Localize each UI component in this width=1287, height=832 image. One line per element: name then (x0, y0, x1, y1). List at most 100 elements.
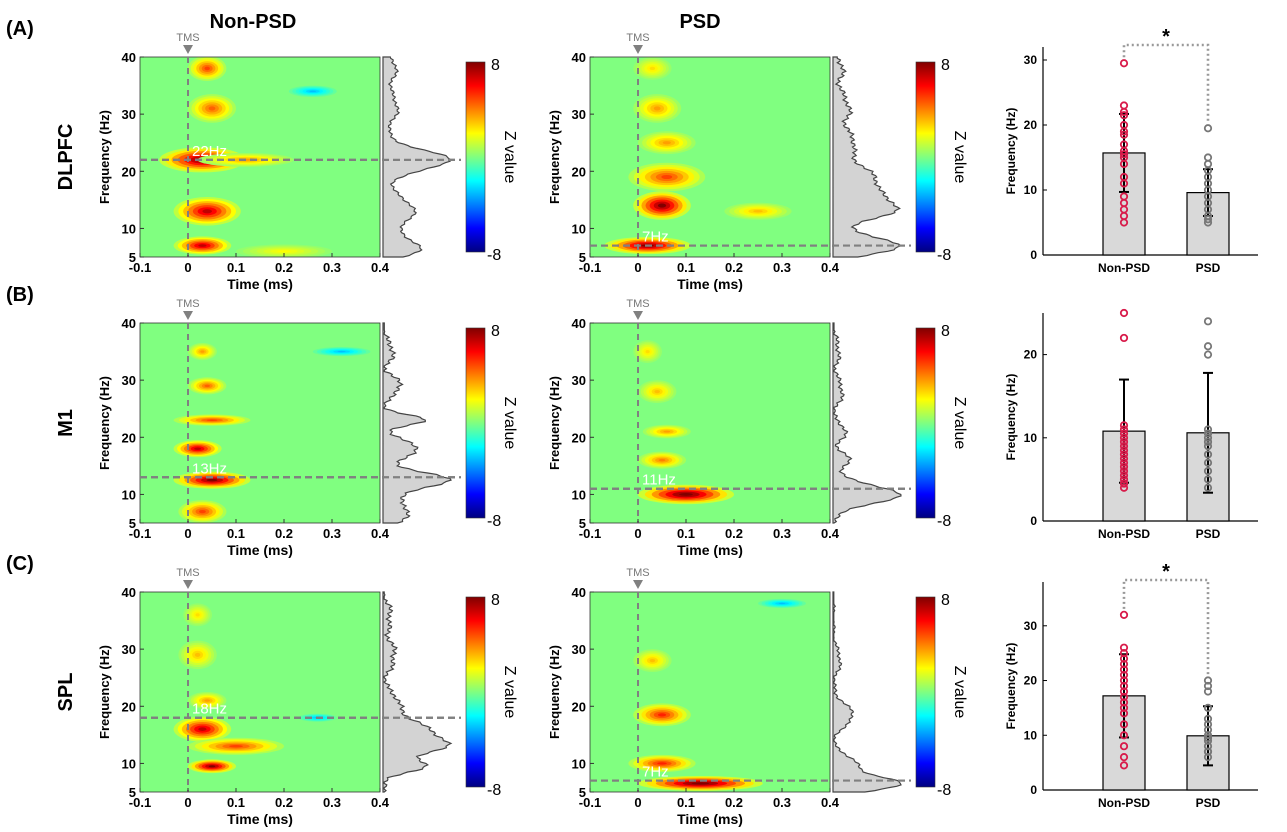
x-tick-label: 0.4 (821, 795, 840, 810)
colorbar-label: Z value (501, 666, 518, 719)
y-tick-label: 10 (572, 221, 586, 236)
heatmap-panel: TMS22Hz-0.1 0 0.1 0.2 0.3 0.4510203040Time (m… (97, 32, 518, 292)
panel-label: (A) (6, 18, 34, 40)
heatmap-blob (194, 447, 201, 449)
colorbar-label: Z value (501, 397, 518, 450)
x-tick-label: Non-PSD (1098, 261, 1150, 275)
y-axis-label: Frequency (Hz) (97, 376, 112, 470)
heatmap-panel: TMS 7Hz -0.1 0 0.1 0.2 0.3 0.4 5 10 20 30 40 Time (ms… (547, 567, 968, 827)
row-label: M1 (55, 409, 77, 437)
heatmap-panel: TMS 7Hz -0.1 0 0.1 0.2 0.3 0.4 5 10 20 30 40 Time (ms… (547, 32, 968, 292)
x-tick-label: 0.4 (371, 260, 390, 275)
y-axis-label: Frequency (Hz) (97, 645, 112, 739)
y-axis-label: Frequency (Hz) (547, 645, 562, 739)
colorbar (916, 62, 935, 252)
x-axis-label: Time (ms) (227, 542, 293, 558)
colorbar (466, 597, 485, 787)
y-axis-label: Frequency (Hz) (1004, 374, 1018, 461)
y-tick-label: 10 (1024, 431, 1038, 445)
tms-marker (633, 45, 643, 54)
colorbar (466, 62, 485, 252)
tms-marker (633, 580, 643, 589)
x-tick-label: 0.1 (227, 260, 245, 275)
y-tick-label: 20 (572, 430, 586, 445)
y-axis-label: Frequency (Hz) (547, 110, 562, 204)
heatmap-blob (209, 106, 216, 110)
y-tick-label: 0 (1030, 248, 1037, 262)
data-point (1205, 318, 1211, 324)
x-tick-label: 0.4 (821, 260, 840, 275)
colorbar-max-label: 8 (491, 57, 500, 74)
tms-label: TMS (626, 32, 649, 44)
x-tick-label: 0 (634, 526, 641, 541)
tms-label: TMS (626, 298, 649, 310)
x-tick-label: 0 (634, 795, 641, 810)
heatmap-blob (650, 67, 655, 70)
y-tick-label: 20 (122, 699, 136, 714)
colorbar-label: Z value (951, 397, 968, 450)
x-tick-label: PSD (1196, 261, 1221, 275)
heatmap-blob (779, 603, 786, 604)
x-tick-label: 0.4 (821, 526, 840, 541)
y-tick-label: 5 (579, 785, 586, 800)
heatmap-blob (679, 493, 693, 496)
bar-panel: 0 10 20 30 Frequency (Hz) Non-PSD PSD * (1004, 26, 1258, 275)
colorbar-max-label: 8 (941, 57, 950, 74)
y-axis-label: Frequency (Hz) (1004, 643, 1018, 730)
heatmap-blob (659, 459, 666, 461)
x-tick-label: 0.1 (227, 526, 245, 541)
y-axis-label: Frequency (Hz) (1004, 108, 1018, 195)
row-label: DLPFC (55, 124, 77, 191)
heatmap-panel: TMS 11Hz -0.1 0 0.1 0.2 0.3 0.4 5 10 20 30 40 Time (m… (547, 298, 968, 558)
peak-label: 7Hz (642, 229, 669, 246)
x-tick-label: 0.3 (773, 260, 791, 275)
heatmap-blob (204, 385, 209, 387)
colorbar-min-label: -8 (937, 782, 951, 799)
y-tick-label: 40 (572, 316, 586, 331)
significance-bracket (1124, 45, 1208, 122)
tms-marker (633, 311, 643, 320)
y-tick-label: 30 (122, 642, 136, 657)
colorbar-min-label: -8 (937, 513, 951, 530)
data-point (1205, 343, 1211, 349)
y-tick-label: 5 (129, 516, 136, 531)
x-tick-label: 0.1 (227, 795, 245, 810)
x-tick-label: 0.4 (371, 795, 390, 810)
colorbar-min-label: -8 (487, 247, 501, 264)
y-tick-label: 20 (572, 699, 586, 714)
colorbar (916, 597, 935, 787)
y-tick-label: 40 (572, 585, 586, 600)
panel-label: (B) (6, 284, 34, 306)
x-tick-label: 0 (634, 260, 641, 275)
bar-panel: 0 10 20 30 Frequency (Hz) Non-PSD PSD * (1004, 561, 1258, 810)
x-tick-label: 0 (184, 260, 191, 275)
heatmap-blob (195, 653, 200, 657)
heatmap-background (590, 57, 830, 257)
heatmap-blob (207, 419, 218, 421)
y-tick-label: 30 (572, 373, 586, 388)
panel-label: (C) (6, 553, 34, 575)
x-tick-label: 0.3 (323, 260, 341, 275)
colorbar-min-label: -8 (937, 247, 951, 264)
colorbar-label: Z value (951, 666, 968, 719)
heatmap-blob (209, 765, 216, 767)
y-tick-label: 5 (579, 250, 586, 265)
colorbar-min-label: -8 (487, 782, 501, 799)
colorbar-max-label: 8 (941, 592, 950, 609)
data-point (1121, 102, 1127, 108)
heatmap-blob (277, 250, 291, 252)
column-title-nonpsd: Non-PSD (210, 11, 297, 33)
marginal-profile (833, 323, 901, 523)
heatmap-blob (202, 209, 212, 213)
y-tick-label: 5 (129, 250, 136, 265)
y-tick-label: 30 (572, 107, 586, 122)
y-tick-label: 5 (129, 785, 136, 800)
x-tick-label: PSD (1196, 796, 1221, 810)
y-tick-label: 10 (572, 756, 586, 771)
heatmap-blob (204, 67, 209, 71)
colorbar-max-label: 8 (491, 592, 500, 609)
x-tick-label: 0.2 (725, 526, 743, 541)
y-tick-label: 20 (1024, 348, 1038, 362)
heatmap-blob (196, 613, 200, 616)
y-tick-label: 30 (122, 373, 136, 388)
